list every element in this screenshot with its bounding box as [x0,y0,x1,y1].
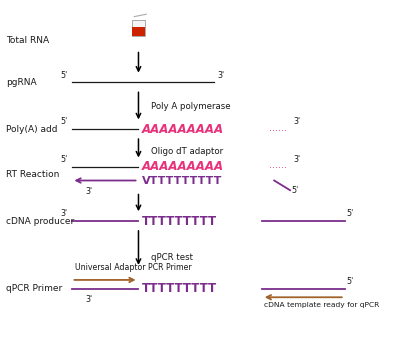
Polygon shape [132,27,145,36]
Polygon shape [132,20,145,36]
Text: 3': 3' [218,71,225,80]
Text: 5': 5' [292,187,299,195]
Text: qPCR Primer: qPCR Primer [6,284,63,293]
Text: 5': 5' [346,277,354,286]
Text: pgRNA: pgRNA [6,78,37,87]
Text: Poly(A) add: Poly(A) add [6,125,58,134]
Text: 5': 5' [61,118,68,126]
Text: 3': 3' [294,118,301,126]
Text: TTTTTTTTT: TTTTTTTTT [142,282,217,295]
Text: VTTTTTTTTT: VTTTTTTTTT [142,176,222,186]
Text: 5': 5' [61,71,68,80]
Text: 3': 3' [61,209,68,218]
Text: 3': 3' [85,295,93,304]
Text: TTTTTTTTT: TTTTTTTTT [142,214,217,227]
Text: ......: ...... [269,124,287,133]
Text: Poly A polymerase: Poly A polymerase [151,102,230,111]
Text: RT Reaction: RT Reaction [6,170,59,179]
Text: ......: ...... [269,161,287,170]
Text: 5': 5' [61,155,68,164]
Text: AAAAAAAAA: AAAAAAAAA [142,123,224,136]
Text: 5': 5' [346,209,354,218]
Text: qPCR test: qPCR test [151,253,193,262]
Text: AAAAAAAAA: AAAAAAAAA [142,160,224,173]
Text: Universal Adaptor PCR Primer: Universal Adaptor PCR Primer [75,263,191,272]
Text: Oligo dT adaptor: Oligo dT adaptor [151,147,223,156]
Text: cDNA template ready for qPCR: cDNA template ready for qPCR [264,302,379,308]
Text: cDNA producer: cDNA producer [6,216,74,226]
Text: 3': 3' [85,187,93,196]
Text: 3': 3' [294,155,301,164]
Text: Total RNA: Total RNA [6,36,49,45]
